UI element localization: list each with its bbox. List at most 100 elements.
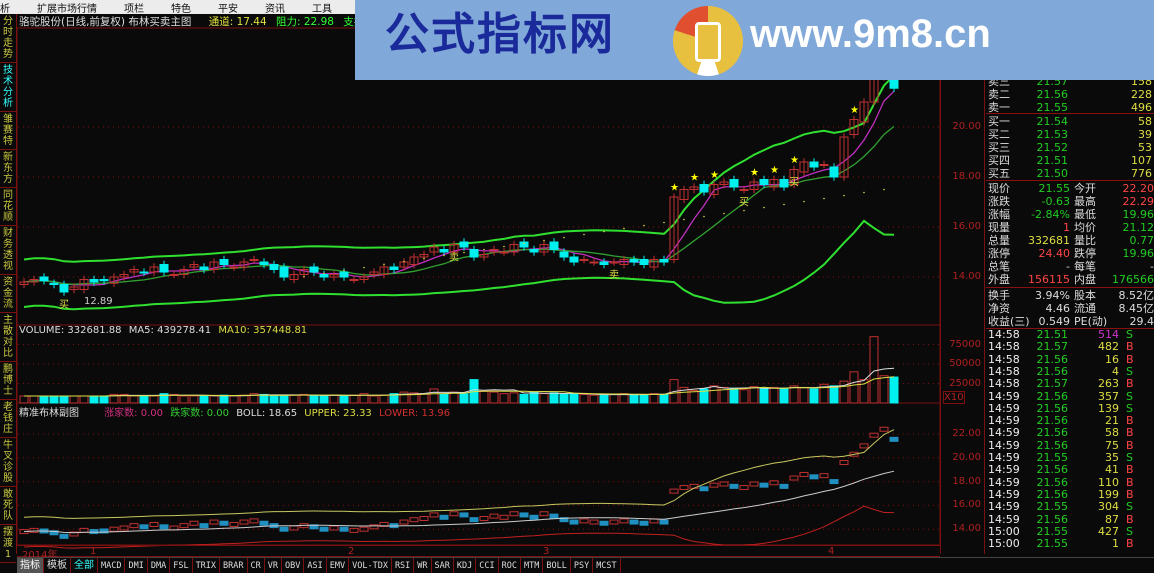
menu-item[interactable]: 析 [0, 3, 10, 15]
candle-body [609, 261, 619, 264]
sidebar-tab[interactable]: 摆渡1 [0, 525, 16, 563]
sub-box [489, 513, 499, 519]
tab-cci[interactable]: CCI [476, 558, 499, 573]
finance-row: 净资 4.46 流通 8.45亿 [988, 302, 1154, 315]
tab-vol-tdx[interactable]: VOL-TDX [349, 558, 392, 573]
ask-volume: 228 [1131, 88, 1152, 101]
sub-box [109, 526, 119, 532]
sidebar-tab[interactable]: 主散对比 [0, 313, 16, 362]
tick-side: B [1126, 487, 1134, 501]
tick-side: B [1126, 463, 1134, 477]
menu-item[interactable]: 特色 [171, 3, 191, 15]
sidebar-tab[interactable]: 鹏博士 [0, 362, 16, 400]
volume-bar [219, 394, 229, 404]
tab-dma[interactable]: DMA [148, 558, 171, 573]
volume-bar [679, 386, 689, 404]
volume-bar [279, 395, 289, 404]
sidebar-tab[interactable]: 资金流 [0, 275, 16, 313]
sub-box [879, 426, 889, 432]
candle-body [379, 266, 389, 275]
volume-bar [139, 395, 149, 404]
sidebar-tab[interactable]: 雏赛特 [0, 112, 16, 150]
chart-header: 骆驼股份(日线,前复权) 布林买卖主图 通道: 17.44 阻力: 22.98 … [19, 14, 364, 28]
menu-item[interactable]: 平安 [218, 3, 238, 15]
stat-label: 涨跌 [988, 195, 1010, 208]
sidebar-tab[interactable]: 新东方 [0, 150, 16, 188]
stat-label: 每笔 [1074, 260, 1096, 273]
candle-body [269, 264, 279, 270]
tab-trix[interactable]: TRIX [193, 558, 221, 573]
watermark-url: www.9m8.cn [750, 12, 991, 56]
tab-模板[interactable]: 模板 [44, 558, 71, 573]
menu-item[interactable]: 资讯 [265, 3, 285, 15]
tick-row: 14:59 21.56 110 B [988, 476, 1154, 489]
volume-bar [89, 395, 99, 404]
date-label: 4 [828, 546, 835, 557]
sub-box [279, 526, 289, 532]
sidebar-tab[interactable]: 技术分析 [0, 63, 16, 112]
sub-box [789, 475, 799, 481]
volume-tick: 25000 [949, 377, 981, 389]
tick-side: B [1126, 340, 1134, 354]
tab-dmi[interactable]: DMI [125, 558, 148, 573]
tab-obv[interactable]: OBV [282, 558, 305, 573]
volume-bar [299, 393, 309, 404]
sidebar-tab[interactable]: 同花顺 [0, 188, 16, 226]
sidebar-tab[interactable]: 老钱庄 [0, 400, 16, 438]
menu-item[interactable]: 工具 [312, 3, 332, 15]
price-tick: 14.00 [952, 271, 981, 282]
tab-kdj[interactable]: KDJ [454, 558, 477, 573]
sub-box [159, 524, 169, 530]
sidebar-tab[interactable]: 牛叉诊股 [0, 438, 16, 487]
tab-mtm[interactable]: MTM [521, 558, 544, 573]
tab-wr[interactable]: WR [414, 558, 432, 573]
sidebar-tab[interactable]: 敢死队 [0, 487, 16, 525]
volume-bar [149, 395, 159, 404]
fin-value: 29.4 [1129, 315, 1154, 328]
tab-boll[interactable]: BOLL [543, 558, 571, 573]
quote-panel: 卖五卖四卖三21.57158卖二21.56228卖一21.55496买一21.5… [986, 14, 1154, 554]
sidebar-tab[interactable]: 分时走势 [0, 14, 16, 63]
candle-body [719, 181, 729, 185]
tab-cr[interactable]: CR [248, 558, 265, 573]
tab-vr[interactable]: VR [265, 558, 283, 573]
sub-box [889, 436, 899, 442]
volume-bar [509, 392, 519, 404]
tab-指标[interactable]: 指标 [17, 558, 44, 573]
tick-price: 21.56 [1036, 414, 1069, 428]
volume-bar [189, 395, 199, 404]
sub-box [679, 485, 689, 491]
tab-roc[interactable]: ROC [499, 558, 521, 573]
sidebar-tab[interactable]: 财务透视 [0, 226, 16, 275]
candle-body [409, 256, 419, 265]
boll-upper-line [23, 74, 895, 263]
tab-sar[interactable]: SAR [432, 558, 454, 573]
menu-item[interactable]: 项栏 [124, 3, 144, 15]
channel-dot [783, 203, 785, 206]
stat-label: 涨停 [988, 247, 1010, 260]
tab-全部[interactable]: 全部 [71, 558, 98, 573]
sub-box [479, 515, 489, 521]
sub-box [219, 520, 229, 526]
tab-macd[interactable]: MACD [98, 558, 126, 573]
stat-value: 156115 [1028, 273, 1070, 286]
tab-fsl[interactable]: FSL [170, 558, 193, 573]
tick-price: 21.57 [1036, 377, 1069, 391]
tab-psy[interactable]: PSY [571, 558, 594, 573]
tab-rsi[interactable]: RSI [392, 558, 415, 573]
tab-brar[interactable]: BRAR [220, 558, 248, 573]
tick-price: 21.55 [1036, 524, 1069, 538]
tick-volume: 304 [1098, 500, 1119, 514]
tick-side: B [1126, 414, 1134, 428]
tab-emv[interactable]: EMV [327, 558, 350, 573]
menu-item[interactable]: 扩展市场行情 [37, 3, 97, 15]
volume-bar [639, 394, 649, 404]
divider [986, 180, 1154, 181]
candle-body [839, 136, 849, 178]
sub-box [119, 525, 129, 531]
tab-asi[interactable]: ASI [304, 558, 327, 573]
tick-side: S [1126, 401, 1133, 415]
tab-mcst[interactable]: MCST [593, 558, 621, 573]
tick-time: 14:59 [988, 438, 1020, 452]
